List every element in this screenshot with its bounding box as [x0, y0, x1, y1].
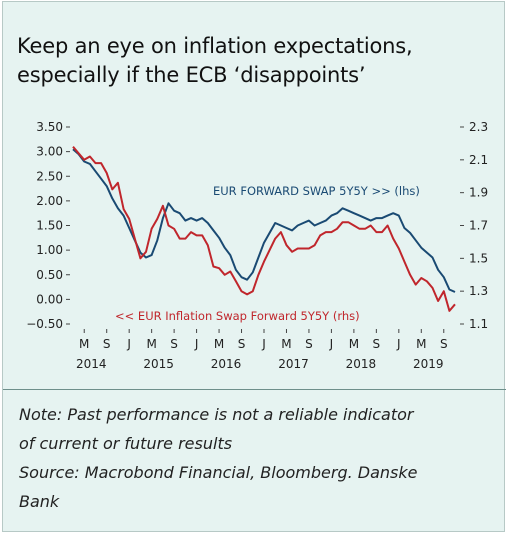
chart-title: Keep an eye on inflation expectations, e…	[17, 32, 497, 90]
chart-title-line-1: Keep an eye on inflation expectations,	[17, 34, 413, 58]
divider	[3, 389, 506, 390]
x-axis-tick-label: J	[126, 337, 131, 351]
note-line-1: Note: Past performance is not a reliable…	[19, 405, 414, 424]
x-axis-tick-label: M	[146, 337, 156, 351]
left-axis-tick-label: 0.00	[36, 292, 63, 306]
left-axis-tick-label: −0.50	[26, 317, 63, 331]
note-line-2: of current or future results	[19, 434, 233, 453]
source-line-2: Bank	[19, 492, 60, 511]
x-axis-tick-label: M	[214, 337, 224, 351]
x-axis-tick-label: S	[305, 337, 313, 351]
right-axis-tick-label: 1.7	[469, 219, 488, 233]
x-axis-tick-label: M	[349, 337, 359, 351]
source-line-1: Source: Macrobond Financial, Bloomberg. …	[19, 463, 418, 482]
left-axis-tick-label: 0.50	[36, 268, 63, 282]
left-axis-tick-label: 2.00	[36, 194, 63, 208]
x-axis-year-label: 2014	[76, 357, 107, 371]
x-axis-tick-label: S	[238, 337, 246, 351]
chart-title-line-2: especially if the ECB ‘disappoints’	[17, 63, 366, 87]
x-axis-year-label: 2016	[211, 357, 242, 371]
series-line-inflation-swap	[72, 146, 456, 312]
x-axis-year-label: 2019	[413, 357, 444, 371]
series-annotation-forward-swap: EUR FORWARD SWAP 5Y5Y >> (lhs)	[213, 184, 420, 198]
x-axis-tick-label: J	[194, 337, 199, 351]
left-axis-tick-label: 2.50	[36, 169, 63, 183]
x-axis-tick-label: J	[396, 337, 401, 351]
left-axis-tick-label: 3.00	[36, 145, 63, 159]
right-axis-tick-label: 2.1	[469, 153, 488, 167]
right-axis-tick-label: 1.3	[469, 284, 488, 298]
x-axis-tick-label: M	[79, 337, 89, 351]
x-axis-tick-label: J	[329, 337, 334, 351]
x-axis-tick-label: M	[416, 337, 426, 351]
right-axis-tick-label: 1.1	[469, 317, 488, 331]
notes-block: Note: Past performance is not a reliable…	[19, 400, 499, 516]
left-axis-tick-label: 3.50	[36, 120, 63, 134]
series-annotation-inflation-swap: << EUR Inflation Swap Forward 5Y5Y (rhs)	[115, 309, 360, 323]
left-axis-tick-label: 1.50	[36, 219, 63, 233]
x-axis-tick-label: S	[103, 337, 111, 351]
right-axis-tick-label: 2.3	[469, 120, 488, 134]
line-chart: 3.50 3.00 2.50 2.00 1.50 1.00 0.50 0.00 −0.50 2.3…	[26, 120, 488, 371]
x-axis-tick-label: S	[170, 337, 178, 351]
x-axis-tick-label: M	[281, 337, 291, 351]
x-axis-tick-label: J	[261, 337, 266, 351]
right-axis-tick-label: 1.9	[469, 186, 488, 200]
x-axis-year-label: 2015	[143, 357, 174, 371]
x-axis-tick-label: S	[440, 337, 448, 351]
x-axis-year-label: 2017	[278, 357, 309, 371]
left-axis-tick-label: 1.00	[36, 243, 63, 257]
x-axis-tick-label: S	[373, 337, 381, 351]
right-axis-tick-label: 1.5	[469, 251, 488, 265]
x-axis-year-label: 2018	[346, 357, 377, 371]
